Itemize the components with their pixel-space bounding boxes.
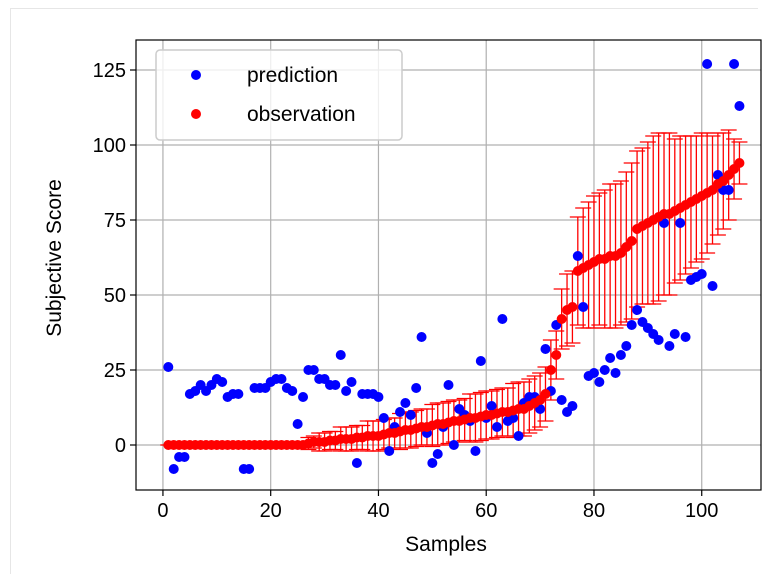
prediction-point bbox=[335, 350, 346, 360]
prediction-point bbox=[653, 335, 664, 345]
prediction-point bbox=[572, 251, 583, 261]
prediction-point bbox=[578, 302, 589, 312]
y-tick-label: 0 bbox=[115, 435, 126, 457]
legend-box bbox=[155, 49, 403, 141]
prediction-point bbox=[702, 59, 713, 69]
prediction-point bbox=[513, 431, 524, 441]
prediction-point bbox=[400, 398, 411, 408]
prediction-point bbox=[696, 269, 707, 279]
x-tick-label: 0 bbox=[157, 500, 168, 522]
observation-point bbox=[545, 365, 556, 375]
prediction-point bbox=[610, 368, 621, 378]
legend: prediction observation bbox=[155, 49, 403, 141]
prediction-point bbox=[395, 407, 406, 417]
prediction-point bbox=[341, 386, 352, 396]
x-tick-label: 20 bbox=[260, 500, 282, 522]
prediction-point bbox=[411, 383, 422, 393]
data-points bbox=[163, 59, 745, 474]
prediction-point bbox=[723, 185, 734, 195]
legend-label-observation: observation bbox=[247, 103, 356, 126]
prediction-point bbox=[615, 350, 626, 360]
prediction-point bbox=[373, 392, 384, 402]
prediction-point bbox=[632, 305, 643, 315]
prediction-point bbox=[475, 356, 486, 366]
legend-label-prediction: prediction bbox=[247, 64, 338, 87]
prediction-point bbox=[605, 353, 616, 363]
observation-point bbox=[540, 389, 551, 399]
prediction-point bbox=[244, 464, 255, 474]
prediction-point bbox=[308, 365, 319, 375]
prediction-point bbox=[626, 320, 637, 330]
legend-marker-observation bbox=[191, 109, 201, 119]
prediction-point bbox=[707, 281, 718, 291]
plot-border bbox=[135, 39, 762, 491]
prediction-point bbox=[680, 332, 691, 342]
prediction-point bbox=[346, 377, 357, 387]
prediction-point bbox=[287, 386, 298, 396]
y-axis-label: Subjective Score bbox=[43, 179, 66, 337]
observation-point bbox=[551, 350, 562, 360]
prediction-point bbox=[599, 365, 610, 375]
x-axis-label: Samples bbox=[405, 533, 487, 556]
observation-point bbox=[626, 236, 637, 246]
prediction-point bbox=[497, 314, 508, 324]
prediction-point bbox=[163, 362, 174, 372]
prediction-point bbox=[567, 401, 578, 411]
prediction-point bbox=[621, 341, 632, 351]
prediction-point bbox=[491, 422, 502, 432]
prediction-point bbox=[330, 380, 341, 390]
x-tick-label: 100 bbox=[685, 500, 718, 522]
prediction-point bbox=[416, 332, 427, 342]
y-tick-label: 125 bbox=[93, 60, 126, 82]
prediction-point bbox=[669, 329, 680, 339]
prediction-point bbox=[486, 401, 497, 411]
x-tick-label: 60 bbox=[475, 500, 497, 522]
prediction-point bbox=[168, 464, 179, 474]
x-tick-label: 40 bbox=[367, 500, 389, 522]
prediction-point bbox=[734, 101, 745, 111]
prediction-point bbox=[540, 344, 551, 354]
figure-frame bbox=[10, 8, 758, 574]
prediction-point bbox=[594, 377, 605, 387]
prediction-point bbox=[276, 374, 287, 384]
y-tick-label: 100 bbox=[93, 135, 126, 157]
prediction-point bbox=[556, 395, 567, 405]
prediction-point bbox=[443, 380, 454, 390]
prediction-point bbox=[588, 368, 599, 378]
prediction-point bbox=[378, 413, 389, 423]
prediction-point bbox=[351, 458, 362, 468]
prediction-point bbox=[298, 392, 309, 402]
prediction-point bbox=[664, 341, 675, 351]
y-tick-label: 50 bbox=[104, 285, 126, 307]
y-tick-label: 25 bbox=[104, 360, 126, 382]
legend-marker-prediction bbox=[191, 70, 201, 80]
prediction-point bbox=[217, 377, 228, 387]
observation-point bbox=[734, 158, 745, 168]
prediction-point bbox=[470, 446, 481, 456]
x-tick-label: 80 bbox=[583, 500, 605, 522]
observation-point bbox=[556, 314, 567, 324]
prediction-point bbox=[675, 218, 686, 228]
prediction-point bbox=[448, 440, 459, 450]
y-tick-label: 75 bbox=[104, 210, 126, 232]
prediction-point bbox=[179, 452, 190, 462]
prediction-point bbox=[233, 389, 244, 399]
prediction-point bbox=[427, 458, 438, 468]
prediction-point bbox=[432, 449, 443, 459]
prediction-point bbox=[405, 410, 416, 420]
prediction-point bbox=[384, 446, 395, 456]
prediction-point bbox=[292, 419, 303, 429]
prediction-point bbox=[729, 59, 740, 69]
y-axis-ticks: 0 25 50 75 100 125 bbox=[93, 60, 136, 457]
observation-point bbox=[567, 302, 578, 312]
x-axis-ticks: 0 20 40 60 80 100 bbox=[157, 490, 718, 522]
